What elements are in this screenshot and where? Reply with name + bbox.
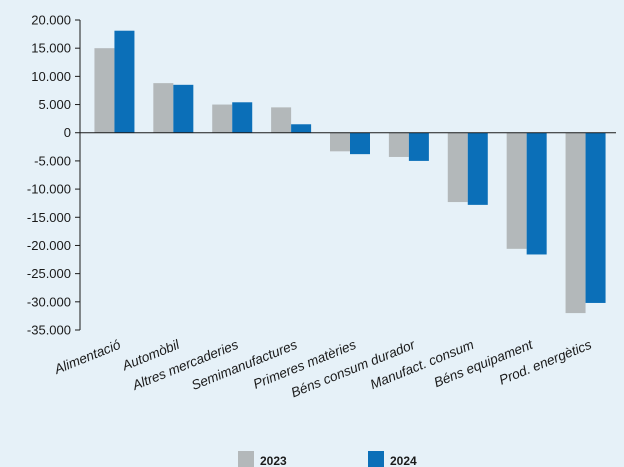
y-tick-label: -25.000 [27, 266, 71, 281]
legend-label-2024: 2024 [390, 454, 417, 467]
y-tick-label: -10.000 [27, 182, 71, 197]
bar-2024 [173, 84, 194, 133]
bars [94, 30, 606, 314]
y-tick-label: 10.000 [31, 69, 71, 84]
y-tick-label: 15.000 [31, 41, 71, 56]
legend: 2023 2024 [238, 451, 417, 467]
bar-2024 [291, 124, 312, 133]
y-tick-label: -20.000 [27, 238, 71, 253]
bar-2024 [467, 132, 488, 205]
legend-label-2023: 2023 [260, 454, 287, 467]
bar-2023 [271, 107, 292, 133]
bar-2023 [212, 104, 233, 133]
bar-2024 [526, 132, 547, 255]
y-axis: 20.000 15.000 10.000 5.000 0 -5.000 -10.000 -15… [27, 13, 81, 338]
bar-2023 [506, 132, 527, 249]
y-tick-label: -35.000 [27, 323, 71, 338]
bar-2023 [330, 132, 350, 152]
bar-2024 [350, 132, 370, 155]
legend-swatch-2023 [238, 451, 254, 467]
y-tick-label: -30.000 [27, 294, 71, 309]
bar-2024 [585, 132, 606, 303]
bar-2023 [565, 132, 586, 314]
y-tick-label: 20.000 [31, 13, 71, 28]
bar-2024 [114, 30, 135, 133]
y-tick-label: -15.000 [27, 210, 71, 225]
bar-2023 [447, 132, 468, 203]
bar-2024 [232, 102, 253, 133]
category-label: Alimentació [51, 337, 123, 378]
bar-2023 [388, 132, 409, 157]
y-tick-label: 5.000 [38, 97, 71, 112]
y-tick-label: -5.000 [34, 153, 71, 168]
bar-2023 [153, 83, 174, 133]
y-tick-label: 0 [64, 125, 71, 140]
legend-swatch-2024 [368, 451, 384, 467]
bar-2023 [94, 48, 115, 133]
bar-2024 [408, 132, 429, 161]
